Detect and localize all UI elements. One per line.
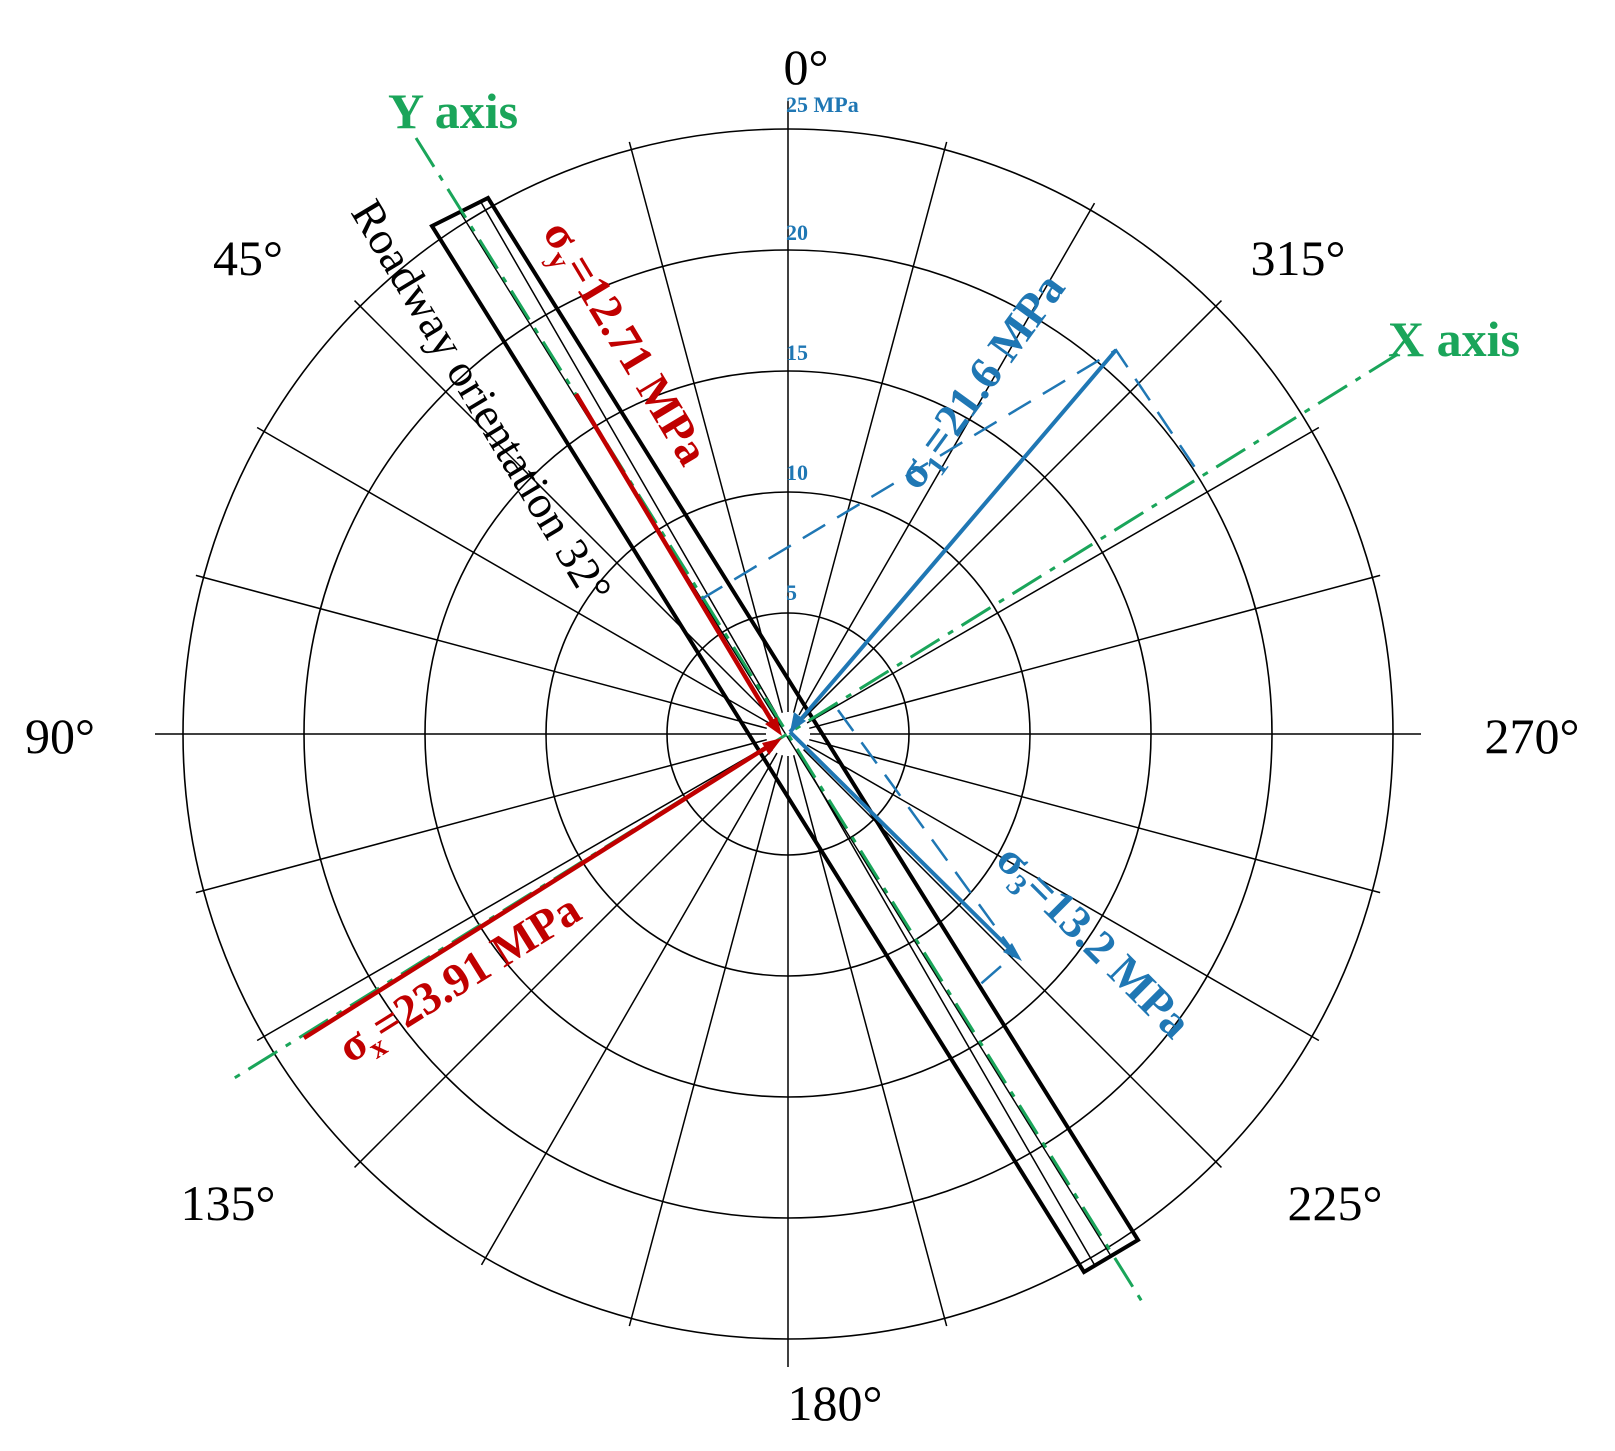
spoke-255 bbox=[809, 738, 1381, 894]
spoke-45 bbox=[354, 300, 773, 719]
spoke-30 bbox=[480, 202, 778, 716]
angle-labels: 0° 45° 90° 135° 180° 225° 270° 315° bbox=[25, 39, 1580, 1431]
x-axis-line bbox=[227, 352, 1399, 1084]
sigma-y-line bbox=[574, 392, 778, 730]
ring-label-20: 20 bbox=[786, 220, 808, 245]
spoke-285 bbox=[809, 574, 1381, 730]
sigma-1-projection bbox=[699, 348, 1204, 602]
spoke-225 bbox=[803, 749, 1222, 1168]
spoke-330 bbox=[798, 202, 1096, 716]
spoke-240 bbox=[806, 744, 1320, 1042]
y-axis-line bbox=[414, 137, 1148, 1309]
spoke-210 bbox=[798, 752, 1096, 1266]
sigma-3-value: =13.2 MPa bbox=[1015, 861, 1201, 1047]
spoke-105 bbox=[195, 738, 767, 894]
principal-stresses bbox=[699, 348, 1204, 989]
spoke-150 bbox=[480, 752, 778, 1266]
sigma-x-label: σx=23.91 MPa bbox=[328, 883, 593, 1078]
ring-label-25: 25 MPa bbox=[786, 92, 859, 117]
coordinate-axes: Y axis X axis bbox=[227, 83, 1520, 1309]
spoke-120 bbox=[256, 744, 770, 1042]
angle-label-225: 225° bbox=[1288, 1175, 1383, 1231]
sigma-y-label: σy=12.71 MPa bbox=[527, 211, 719, 477]
sigma-3-arrow bbox=[788, 730, 1017, 956]
angle-label-45: 45° bbox=[213, 230, 283, 286]
polar-grid bbox=[155, 101, 1421, 1367]
angle-label-0: 0° bbox=[784, 39, 829, 95]
angle-label-315: 315° bbox=[1251, 230, 1346, 286]
spoke-60 bbox=[256, 426, 770, 724]
x-axis-label: X axis bbox=[1388, 311, 1520, 367]
sigma-x-line bbox=[302, 742, 774, 1040]
spoke-135 bbox=[354, 749, 773, 1168]
sigma-3-projection bbox=[836, 709, 1017, 989]
angle-label-270: 270° bbox=[1485, 708, 1580, 764]
spoke-300 bbox=[806, 426, 1320, 724]
ring-scale-labels: 5 10 15 20 25 MPa bbox=[786, 92, 859, 605]
spoke-345 bbox=[792, 141, 948, 713]
sigma-1-label: σ1=21.6 MPa bbox=[885, 263, 1080, 502]
stress-components bbox=[302, 392, 782, 1040]
ring-label-15: 15 bbox=[786, 340, 808, 365]
angle-label-135: 135° bbox=[181, 1175, 276, 1231]
ring-label-10: 10 bbox=[786, 460, 808, 485]
sigma-3-label: σ3=13.2 MPa bbox=[982, 833, 1202, 1053]
y-axis-label: Y axis bbox=[388, 83, 518, 139]
spoke-165 bbox=[628, 755, 784, 1327]
sigma-1-arrowhead bbox=[790, 712, 806, 732]
sigma-1-arrow bbox=[788, 348, 1118, 734]
spoke-75 bbox=[195, 574, 767, 730]
sigma-y-arrowhead bbox=[765, 717, 782, 736]
spoke-15 bbox=[628, 141, 784, 713]
annotations: Roadway orientation 32° σy=12.71 MPa σx=… bbox=[328, 191, 1202, 1078]
spoke-315 bbox=[803, 300, 1222, 719]
angle-label-90: 90° bbox=[25, 708, 95, 764]
roadway-outline bbox=[429, 195, 1141, 1275]
angle-label-180: 180° bbox=[788, 1375, 883, 1431]
sigma-x-arrowhead bbox=[762, 738, 782, 755]
ring-label-5: 5 bbox=[786, 580, 797, 605]
sigma-1-value: =21.6 MPa bbox=[908, 263, 1074, 465]
